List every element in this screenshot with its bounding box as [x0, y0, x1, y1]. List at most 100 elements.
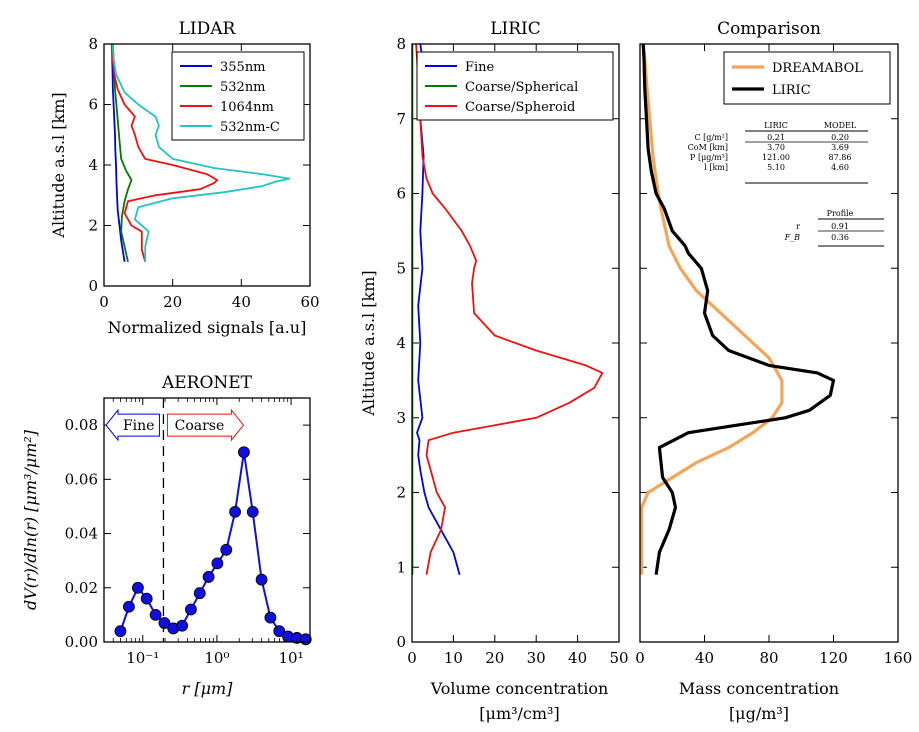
liric-xtick-label: 50 — [609, 649, 628, 667]
aeronet-point — [149, 608, 162, 621]
profile-header: Profile — [827, 209, 854, 218]
stats-liric-value: 3.70 — [767, 143, 785, 152]
liric-xtick-label: 40 — [568, 649, 587, 667]
aeronet-ytick-label: 0.08 — [65, 416, 98, 434]
liric-legend-label: Coarse/Spheroid — [465, 100, 575, 115]
comparison-panel: Comparison 0 40 80 120 160 Mass concentration [… — [635, 19, 912, 723]
aeronet-point — [158, 617, 171, 629]
stats-header-model: MODEL — [824, 121, 857, 130]
stats-liric-value: 0.21 — [767, 133, 785, 142]
aeronet-ytick-label: 0.06 — [65, 470, 98, 488]
aeronet-fine-label: Fine — [123, 418, 155, 434]
aeronet-point — [176, 619, 188, 632]
aeronet-point — [202, 571, 215, 583]
liric-legend-label: Coarse/Spherical — [465, 80, 578, 95]
liric-xtick-label: 10 — [444, 649, 463, 667]
lidar-series-355nm — [111, 43, 126, 262]
lidar-xtick-label: 0 — [99, 293, 109, 311]
lidar-ytick-label: 8 — [88, 35, 98, 53]
aeronet-panel: AERONET 10⁻¹ 10⁰ 10¹ 0.00 0.02 0.04 0.06 0.08 r [… — [21, 373, 312, 698]
comparison-xtick-label: 0 — [635, 649, 645, 667]
aeronet-point — [255, 573, 268, 586]
aeronet-fine-arrow — [105, 408, 160, 442]
liric-series-coarse-spheroid — [415, 43, 604, 575]
stats-liric-value: 121.00 — [762, 153, 790, 162]
liric-ytick-label: 5 — [396, 259, 406, 277]
liric-xtick-label: 30 — [527, 649, 546, 667]
lidar-series-532nm — [112, 43, 133, 262]
aeronet-point — [220, 543, 233, 556]
stats-row-label: l [km] — [704, 163, 728, 172]
liric-ytick-label: 4 — [396, 334, 406, 352]
profile-row-label: r — [796, 222, 800, 231]
profile-value: 0.91 — [831, 222, 849, 231]
aeronet-point — [114, 625, 127, 638]
aeronet-ylabel: dV(r)/dln(r) [μm³/μm²] — [21, 429, 40, 610]
aeronet-ytick-label: 0.04 — [65, 525, 98, 543]
profile-value: 0.36 — [831, 233, 849, 242]
comparison-series-dreamabol — [639, 43, 784, 575]
aeronet-size-distribution-line — [119, 452, 306, 641]
aeronet-ytick-label: 0.02 — [65, 579, 98, 597]
liric-ytick-label: 2 — [396, 484, 406, 502]
lidar-ytick-label: 2 — [88, 217, 98, 235]
aeronet-point — [185, 603, 197, 616]
comparison-legend-label: DREAMABOL — [772, 61, 863, 76]
stats-row-label: CoM [km] — [688, 143, 728, 152]
liric-ytick-label: 7 — [396, 110, 406, 128]
comparison-legend-box — [723, 51, 891, 105]
comparison-axes-frame — [639, 43, 899, 643]
lidar-legend-label: 355nm — [220, 60, 266, 75]
liric-ytick-label: 8 — [396, 35, 406, 53]
liric-title: LIRIC — [490, 19, 541, 39]
lidar-panel: LIDAR 0 20 40 60 0 2 4 6 8 Normalized signals [a.u… — [49, 19, 320, 337]
comparison-legend-label: LIRIC — [772, 83, 811, 98]
lidar-legend-label: 1064nm — [220, 100, 274, 115]
aeronet-point — [132, 581, 144, 594]
aeronet-ytick-label: 0.00 — [65, 633, 98, 651]
aeronet-point — [193, 587, 206, 600]
lidar-series-1064nm — [110, 43, 219, 263]
comparison-stats-table: LIRIC MODEL C [g/m²] 0.21 0.20 CoM [km] 3.70 3.… — [688, 121, 868, 184]
aeronet-point — [246, 505, 259, 518]
comparison-profile-table: Profile r 0.91 F_B 0.36 — [784, 209, 884, 247]
stats-model-value: 0.20 — [831, 133, 849, 142]
aeronet-point — [122, 600, 135, 613]
aeronet-point — [229, 505, 241, 518]
lidar-title: LIDAR — [179, 19, 237, 39]
liric-xlabel: Volume concentration — [430, 679, 609, 698]
lidar-xtick-label: 20 — [163, 293, 182, 311]
liric-ylabel: Altitude a.s.l [km] — [359, 270, 378, 416]
stats-model-value: 4.60 — [831, 163, 849, 172]
liric-panel: LIRIC 0 10 20 30 40 50 0 1 2 3 4 5 6 7 8 Volume concentr… — [359, 19, 629, 723]
lidar-ytick-label: 0 — [88, 277, 98, 295]
lidar-ytick-label: 6 — [88, 96, 98, 114]
liric-xlabel-unit: [μm³/cm³] — [479, 704, 559, 723]
lidar-xtick-label: 60 — [300, 293, 319, 311]
aeronet-point — [238, 446, 250, 459]
aeronet-xtick-label: 10⁰ — [204, 649, 229, 667]
liric-xtick-label: 20 — [485, 649, 504, 667]
liric-axes-frame — [411, 43, 620, 643]
comparison-title: Comparison — [717, 19, 821, 39]
liric-ytick-label: 0 — [396, 633, 406, 651]
stats-header-liric: LIRIC — [764, 121, 788, 130]
stats-row-label: C [g/m²] — [694, 133, 728, 142]
comparison-xtick-label: 40 — [695, 649, 714, 667]
comparison-xtick-label: 80 — [759, 649, 778, 667]
aeronet-coarse-label: Coarse — [175, 418, 225, 434]
lidar-axes-frame — [103, 43, 311, 287]
stats-model-value: 3.69 — [831, 143, 849, 152]
lidar-ytick-label: 4 — [88, 156, 98, 174]
aeronet-axes-frame — [103, 397, 311, 643]
comparison-xlabel-unit: [μg/m³] — [729, 704, 789, 723]
comparison-xlabel: Mass concentration — [679, 679, 839, 698]
liric-ytick-label: 6 — [396, 185, 406, 203]
lidar-xtick-label: 40 — [232, 293, 251, 311]
lidar-ylabel: Altitude a.s.l [km] — [49, 92, 68, 238]
lidar-xlabel: Normalized signals [a.u] — [108, 318, 307, 337]
aeronet-point — [273, 625, 286, 638]
stats-model-value: 87.86 — [829, 153, 852, 162]
stats-liric-value: 5.10 — [767, 163, 785, 172]
